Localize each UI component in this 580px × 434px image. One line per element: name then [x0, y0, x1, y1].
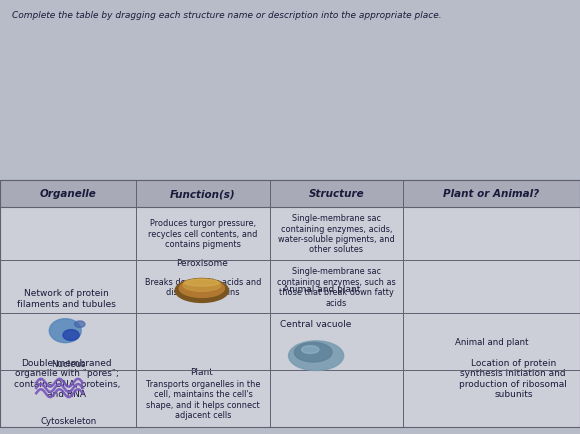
Ellipse shape: [289, 341, 344, 371]
Text: Location of protein
synthesis initiation and
production of ribosomal
subunits: Location of protein synthesis initiation…: [459, 358, 567, 398]
Text: Breaks down fatty acids and
disposes of toxins: Breaks down fatty acids and disposes of …: [145, 277, 261, 296]
Text: Network of protein
filaments and tubules: Network of protein filaments and tubules: [17, 289, 116, 308]
Ellipse shape: [63, 330, 79, 341]
Text: Organelle: Organelle: [40, 189, 96, 199]
Ellipse shape: [302, 346, 319, 354]
Ellipse shape: [74, 321, 85, 328]
Text: Single-membrane sac
containing enzymes, such as
those that break down fatty
acid: Single-membrane sac containing enzymes, …: [277, 267, 396, 307]
Ellipse shape: [183, 279, 220, 292]
Text: Complete the table by dragging each structure name or description into the appro: Complete the table by dragging each stru…: [12, 11, 441, 20]
Text: Animal and plant: Animal and plant: [283, 284, 361, 293]
Ellipse shape: [49, 319, 81, 343]
Text: Single-membrane sac
containing enzymes, acids,
water-soluble pigments, and
other: Single-membrane sac containing enzymes, …: [278, 214, 395, 254]
Text: Plant: Plant: [190, 367, 213, 376]
Text: Produces turgor pressure,
recycles cell contents, and
contains pigments: Produces turgor pressure, recycles cell …: [148, 219, 258, 249]
Ellipse shape: [175, 279, 229, 303]
Text: Plant or Animal?: Plant or Animal?: [444, 189, 539, 199]
Text: Double-membraned
organelle with "pores";
contains DNA, proteins,
and RNA: Double-membraned organelle with "pores";…: [13, 358, 120, 398]
Text: Animal and plant: Animal and plant: [455, 337, 528, 346]
Text: Nucleus: Nucleus: [51, 359, 85, 368]
Text: Peroxisome: Peroxisome: [176, 258, 228, 267]
Text: Central vacuole: Central vacuole: [280, 319, 352, 328]
Text: Transports organelles in the
cell, maintains the cell's
shape, and it helps conn: Transports organelles in the cell, maint…: [146, 379, 260, 419]
Ellipse shape: [295, 343, 332, 362]
Text: Structure: Structure: [309, 189, 364, 199]
Ellipse shape: [184, 279, 219, 286]
Bar: [0, 180, 580, 207]
Ellipse shape: [179, 279, 224, 298]
Text: Function(s): Function(s): [170, 189, 236, 199]
Text: Cytoskeleton: Cytoskeleton: [40, 416, 96, 425]
Bar: [0, 180, 580, 427]
